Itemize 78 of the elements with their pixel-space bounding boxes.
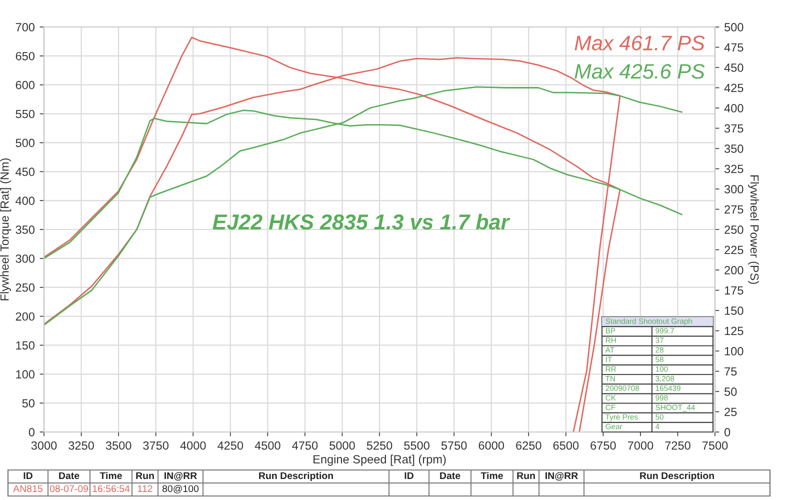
x-tick-label: 5000: [330, 441, 355, 450]
y2-tick-label: 75: [724, 367, 737, 376]
annotation: Max 461.7 PS: [574, 36, 705, 50]
x-tick-label: 3250: [68, 441, 94, 450]
y2-tick-label: 125: [724, 326, 744, 336]
y-tick-label: 200: [16, 312, 35, 321]
y2-tick-label: 475: [724, 43, 744, 52]
x-tick-label: 7000: [628, 441, 654, 450]
text: 16:56:54: [92, 485, 130, 492]
y2-tick-label: 150: [724, 306, 744, 315]
y2-tick-label: 325: [724, 164, 744, 174]
annotation: Max 425.6 PS: [574, 64, 705, 79]
text: ID: [24, 472, 32, 480]
y-tick-label: 600: [16, 80, 35, 90]
x-tick-label: 6250: [516, 441, 542, 450]
x-tick-label: 4500: [254, 441, 280, 450]
text: ID: [404, 472, 414, 480]
text: IN@RR: [546, 472, 578, 481]
y-tick-label: 300: [16, 254, 35, 263]
y-tick-label: 650: [16, 52, 35, 60]
text: 112: [138, 485, 152, 492]
text: 80@100: [162, 484, 199, 494]
y-tick-label: 700: [16, 23, 35, 32]
y2-tick-label: 300: [724, 185, 744, 194]
x-tick-label: 3500: [106, 441, 132, 450]
y2-tick-label: 375: [724, 124, 744, 133]
text: Run Description: [640, 472, 714, 482]
x-tick-label: 6000: [478, 441, 504, 450]
text: Date: [440, 472, 460, 480]
y2-tick-label: 400: [724, 104, 744, 112]
x-tick-label: 5750: [441, 441, 467, 450]
y2-tick-label: 100: [724, 347, 744, 356]
y-tick-label: 400: [16, 196, 35, 205]
text: AN815: [13, 485, 42, 492]
y2-tick-label: 450: [724, 64, 744, 72]
y-tick-label: 150: [16, 341, 35, 350]
y2-tick-label: 250: [724, 226, 744, 234]
y-tick-label: 550: [16, 110, 35, 118]
text: Time: [480, 472, 503, 480]
text: Run: [136, 472, 154, 480]
x-tick-label: 7500: [702, 441, 728, 450]
y2-tick-label: 50: [724, 388, 737, 396]
y2-tick-label: 350: [724, 144, 744, 153]
y2-tick-label: 225: [724, 246, 744, 254]
y2-tick-label: 0: [724, 428, 730, 436]
x-tick-label: 4250: [218, 441, 244, 450]
y-tick-label: 0: [28, 428, 35, 436]
x-tick-label: 3750: [143, 441, 169, 450]
y-axis-title: Flywheel Torque [Rat] (Nm): [0, 158, 12, 300]
x-tick-label: 4750: [292, 441, 318, 450]
x-tick-label: 3000: [31, 441, 57, 450]
y-tick-label: 450: [16, 168, 35, 176]
x-axis-title: Engine Speed [Rat] (rpm): [314, 454, 446, 466]
x-tick-label: 5500: [404, 441, 430, 450]
y-tick-label: 350: [16, 226, 35, 234]
x-tick-label: 7250: [665, 441, 690, 450]
y-tick-label: 50: [22, 399, 35, 408]
y2-tick-label: 275: [724, 205, 744, 214]
y-tick-label: 250: [16, 283, 35, 292]
text: Time: [100, 472, 122, 480]
y2-tick-label: 200: [724, 266, 744, 274]
y2-tick-label: 500: [724, 23, 744, 32]
x-tick-label: 4000: [180, 441, 206, 450]
x-tick-label: 6500: [553, 441, 579, 450]
text: IN@RR: [164, 472, 197, 481]
y-tick-label: 100: [16, 370, 35, 379]
y2-axis-title: Flywheel Power (PS): [748, 175, 759, 284]
text: Run: [517, 472, 535, 480]
x-tick-label: 6750: [590, 441, 616, 450]
text: 08-07-09: [50, 485, 88, 492]
text: Date: [59, 472, 80, 480]
y-tick-label: 500: [16, 138, 35, 148]
annotation: EJ22 HKS 2835 1.3 vs 1.7 bar: [212, 214, 510, 230]
y2-tick-label: 175: [724, 286, 744, 295]
x-tick-label: 5250: [366, 441, 392, 450]
text: Run Description: [259, 472, 333, 482]
y2-tick-label: 25: [724, 408, 737, 416]
y2-tick-label: 425: [724, 84, 744, 92]
